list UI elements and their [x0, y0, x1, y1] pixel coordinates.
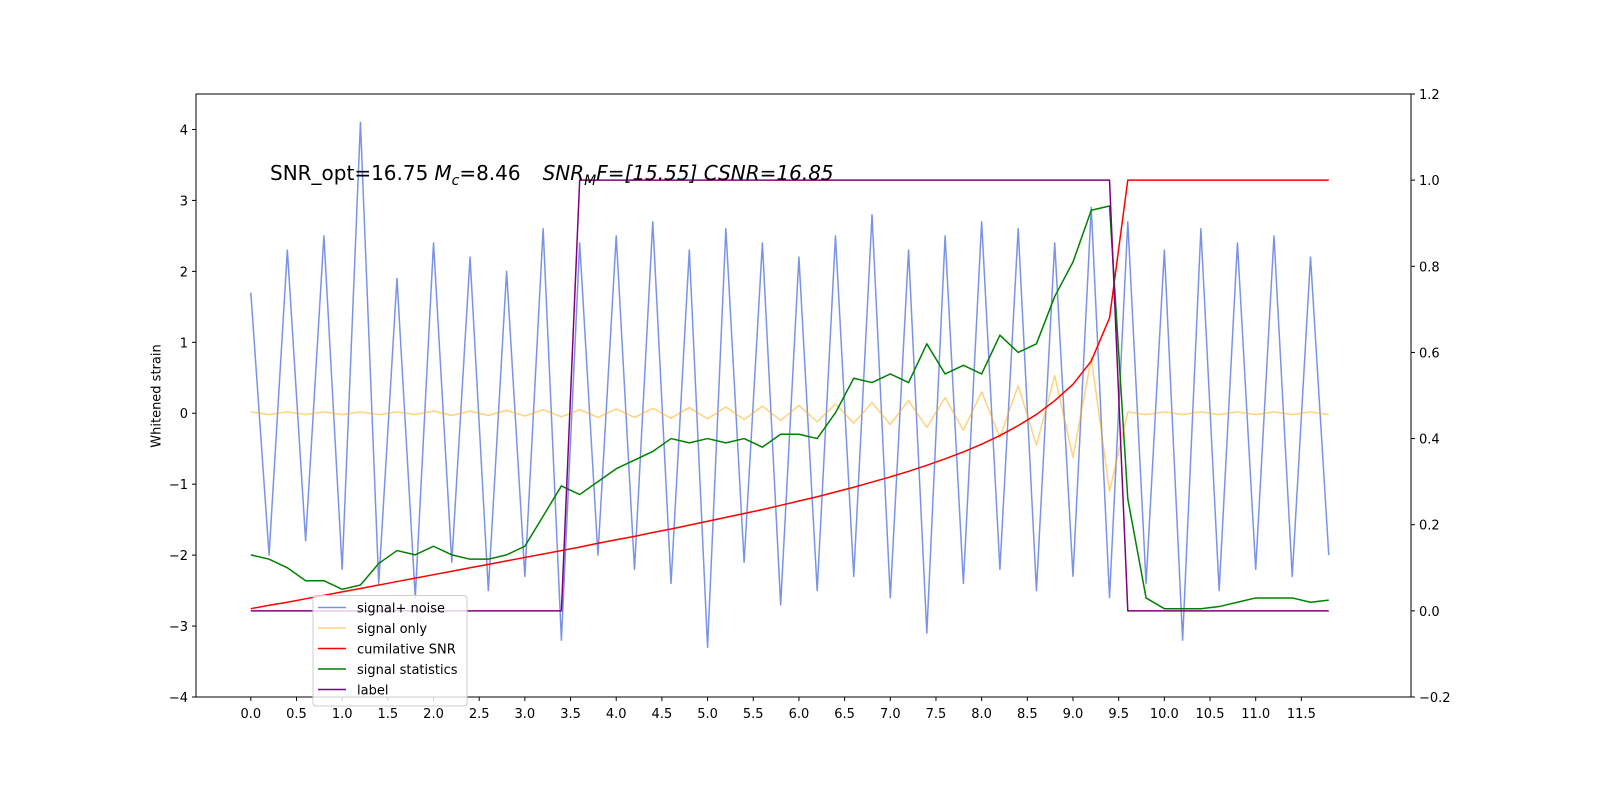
x-tick-label: 7.0 — [880, 707, 901, 722]
annotation-part: M — [584, 173, 596, 189]
legend-label: signal statistics — [357, 663, 458, 678]
x-tick-label: 8.0 — [971, 707, 992, 722]
x-tick-label: 0.5 — [286, 707, 307, 722]
annotation-part: c — [452, 173, 460, 189]
legend-label: signal only — [357, 622, 427, 637]
x-tick-label: 3.0 — [515, 707, 536, 722]
x-tick-label: 2.0 — [423, 707, 444, 722]
axes: 0.0 0.5 1.0 1.5 2.0 2.5 3.0 3.5 4.0 4.5 5.0 5.5 6.0 6… — [169, 88, 1451, 722]
y-tick-label: −1 — [169, 478, 188, 493]
y-tick-label: −4 — [169, 691, 188, 706]
x-tick-label: 2.5 — [469, 707, 490, 722]
annotation-part: F=[15.55] CSNR=16.85 — [596, 161, 833, 185]
series-line — [250, 179, 1329, 610]
y-tick-label: 2 — [180, 265, 188, 280]
x-tick-label: 10.0 — [1150, 707, 1179, 722]
y2-tick-label: 1.0 — [1419, 174, 1440, 189]
y-tick-label: −3 — [169, 620, 188, 635]
annotation-part: =8.46 — [459, 161, 520, 185]
x-tick-label: 8.5 — [1017, 707, 1038, 722]
x-tick-label: 6.5 — [834, 707, 855, 722]
y-axis-label: Whitened strain — [150, 344, 165, 447]
x-tick-label: 5.5 — [743, 707, 764, 722]
y-tick-label: 4 — [180, 123, 188, 138]
y-tick-label: 0 — [180, 407, 188, 422]
x-tick-label: 9.0 — [1063, 707, 1084, 722]
annotation: SNR_opt=16.75 Mc=8.46 SNRMF=[15.55] CSNR=1… — [270, 161, 834, 189]
series-line — [250, 205, 1329, 610]
x-tick-label: 11.5 — [1287, 707, 1316, 722]
x-tick-label: 3.5 — [560, 707, 581, 722]
legend-box — [312, 595, 468, 707]
axes-frame — [195, 93, 1412, 698]
legend-label: label — [357, 684, 388, 699]
x-tick-label: 6.0 — [789, 707, 810, 722]
x-tick-label: 11.0 — [1241, 707, 1270, 722]
y-tick-label: 3 — [180, 194, 188, 209]
y2-tick-label: 0.2 — [1419, 519, 1440, 534]
y2-tick-label: 0.6 — [1419, 346, 1440, 361]
y2-tick-label: 0.8 — [1419, 260, 1440, 275]
annotation-part: SNR_opt=16.75 — [270, 161, 428, 185]
series-line — [250, 121, 1330, 649]
annotation-part: SNR — [543, 161, 585, 185]
legend-label: cumilative SNR — [357, 643, 456, 658]
x-tick-label: 1.0 — [332, 707, 353, 722]
y-tick-label: −2 — [169, 549, 188, 564]
annotation-part: M — [434, 161, 451, 185]
x-tick-label: 4.5 — [652, 707, 673, 722]
x-tick-label: 10.5 — [1196, 707, 1225, 722]
x-tick-label: 7.5 — [926, 707, 947, 722]
legend: signal+ noise signal only cumilative SNR si… — [312, 595, 468, 707]
series-line — [250, 357, 1329, 493]
y2-tick-label: −0.2 — [1419, 691, 1451, 706]
x-tick-label: 5.0 — [697, 707, 718, 722]
x-tick-label: 9.5 — [1108, 707, 1129, 722]
x-tick-label: 4.0 — [606, 707, 627, 722]
y2-tick-label: 0.0 — [1419, 605, 1440, 620]
legend-label: signal+ noise — [357, 602, 445, 617]
y2-tick-label: 0.4 — [1419, 433, 1440, 448]
y-tick-label: 1 — [180, 336, 188, 351]
x-tick-label: 1.5 — [377, 707, 398, 722]
y2-tick-label: 1.2 — [1419, 88, 1440, 103]
x-tick-label: 0.0 — [240, 707, 261, 722]
